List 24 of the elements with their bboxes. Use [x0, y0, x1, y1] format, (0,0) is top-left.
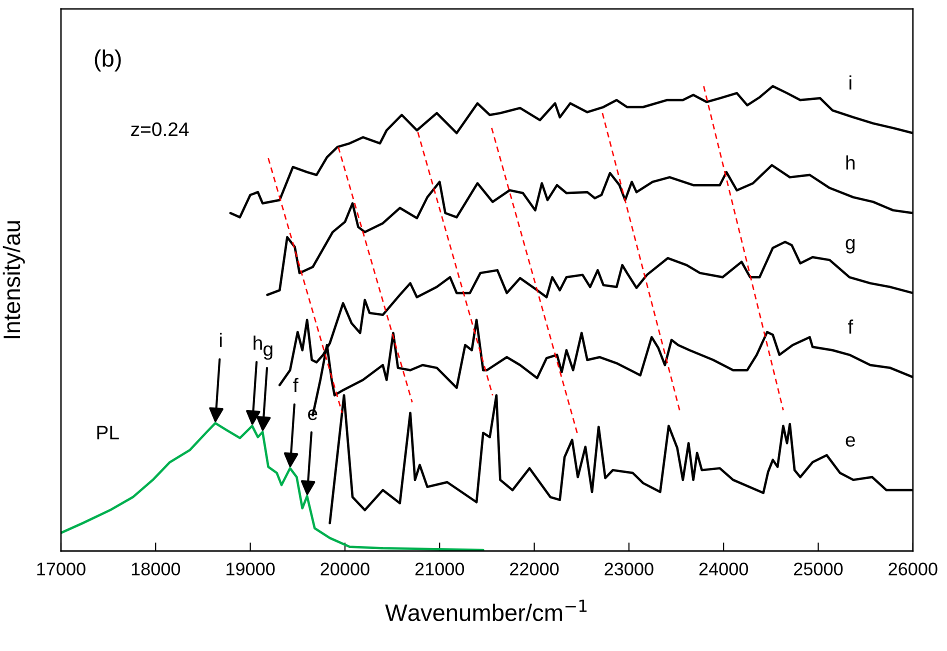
- series-label: i: [850, 75, 852, 90]
- x-tick-label: 19000: [226, 562, 275, 576]
- annotation: z=0.24: [131, 122, 189, 136]
- x-tick-label: 25000: [794, 562, 843, 576]
- series-label: f: [848, 319, 854, 334]
- y-axis-title: Intensity/au: [2, 221, 25, 338]
- annotation: g: [264, 345, 272, 360]
- annotation: i: [220, 332, 222, 347]
- text: (b): [94, 49, 121, 72]
- x-tick-label: 23000: [604, 562, 654, 576]
- x-tick-label: 18000: [132, 562, 180, 576]
- series-label: g: [846, 238, 855, 254]
- x-axis-title: Wavenumber/cm$^{−1}$: [385, 600, 587, 622]
- x-tick-label: 22000: [510, 562, 559, 576]
- text: PL: [97, 426, 119, 440]
- x-tick-label: 24000: [699, 562, 748, 576]
- x-tick-label: 17000: [37, 562, 86, 576]
- annotation: f: [293, 378, 298, 392]
- x-tick-label: 20000: [320, 562, 370, 576]
- x-tick-label: 21000: [415, 562, 464, 576]
- annotation: h: [254, 336, 262, 350]
- x-tick-label: 26000: [888, 562, 938, 576]
- series-label: h: [846, 155, 855, 170]
- series-label: e: [846, 436, 855, 447]
